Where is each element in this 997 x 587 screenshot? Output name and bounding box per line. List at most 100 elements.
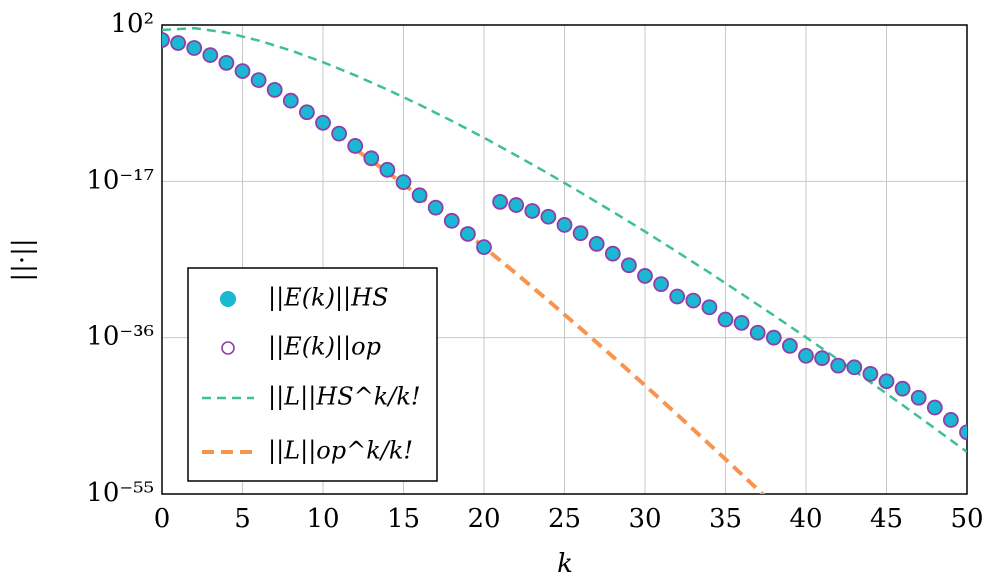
data-point	[218, 54, 235, 71]
data-point	[830, 357, 847, 374]
data-point	[412, 188, 427, 203]
data-point	[734, 315, 749, 330]
data-point	[316, 115, 330, 130]
data-point	[251, 73, 266, 88]
legend-label: ||E(k)||HS	[268, 284, 389, 313]
data-point	[187, 41, 202, 56]
data-point	[348, 138, 363, 153]
data-point	[701, 299, 718, 316]
data-point	[477, 240, 491, 255]
series-line	[162, 26, 967, 453]
data-point	[588, 235, 605, 252]
data-point	[492, 193, 509, 210]
data-point	[863, 366, 878, 381]
data-point	[685, 292, 702, 309]
data-point	[364, 151, 379, 166]
data-point	[266, 81, 283, 98]
data-point	[282, 92, 299, 109]
data-point	[202, 47, 219, 63]
x-axis-label: k	[557, 549, 573, 579]
data-point	[250, 72, 267, 89]
data-point	[347, 138, 364, 154]
data-point	[332, 126, 347, 141]
data-point	[508, 197, 525, 213]
data-point	[831, 358, 846, 373]
data-point	[203, 48, 218, 63]
data-point	[686, 293, 701, 308]
x-tick-label: 30	[628, 504, 661, 534]
data-point	[750, 325, 765, 340]
data-point	[411, 187, 428, 204]
data-point	[171, 35, 186, 50]
data-point	[235, 64, 250, 79]
data-point	[799, 348, 813, 363]
data-point	[782, 337, 798, 354]
data-point	[509, 198, 524, 213]
data-point	[926, 399, 943, 416]
data-point	[493, 194, 508, 209]
data-point	[573, 226, 588, 241]
data-point	[878, 373, 895, 390]
data-point	[379, 161, 396, 178]
data-point	[862, 365, 879, 382]
data-point	[363, 150, 380, 167]
data-point	[654, 277, 669, 292]
data-point	[910, 389, 927, 406]
data-point	[283, 93, 298, 108]
data-point	[605, 246, 620, 261]
x-tick-label: 50	[950, 504, 983, 534]
data-point	[814, 350, 830, 367]
data-point	[621, 258, 636, 273]
data-point	[669, 288, 686, 305]
data-point	[718, 312, 733, 327]
x-tick-label: 25	[548, 504, 581, 534]
data-point	[638, 268, 652, 283]
data-point	[331, 125, 348, 142]
data-point	[299, 105, 314, 120]
data-point	[765, 329, 782, 346]
y-tick-label: 10⁻¹⁷	[86, 165, 154, 195]
y-tick-label: 10²	[110, 9, 154, 39]
legend-marker	[220, 291, 236, 307]
data-point	[782, 338, 797, 353]
data-point	[943, 412, 959, 428]
data-point	[476, 239, 492, 256]
x-tick-label: 45	[870, 504, 903, 534]
data-point	[428, 200, 443, 215]
x-tick-label: 10	[306, 504, 339, 534]
data-point	[524, 203, 541, 219]
legend-marker	[221, 341, 235, 355]
data-point	[733, 314, 750, 331]
data-point	[443, 212, 460, 229]
data-point	[604, 245, 621, 262]
data-point	[186, 40, 203, 56]
data-point	[234, 63, 251, 79]
x-tick-label: 15	[387, 504, 420, 534]
data-point	[702, 300, 717, 315]
data-point	[846, 359, 863, 376]
data-point	[267, 82, 282, 97]
data-point	[298, 104, 315, 121]
data-point	[766, 330, 781, 345]
data-point	[380, 162, 395, 177]
data-point	[589, 236, 604, 251]
x-tick-label: 0	[154, 504, 171, 534]
data-point	[219, 55, 234, 70]
plot-frame	[161, 24, 968, 495]
data-point	[460, 226, 475, 241]
data-point	[798, 347, 814, 364]
plot-area	[162, 26, 967, 494]
y-tick-label: 10⁻⁵⁵	[86, 478, 154, 508]
data-point	[572, 225, 589, 242]
data-point	[621, 257, 637, 274]
data-point	[815, 351, 830, 366]
data-point	[943, 412, 958, 427]
data-point	[557, 217, 572, 232]
data-point	[670, 289, 685, 304]
data-point	[717, 311, 734, 328]
data-point	[395, 174, 412, 191]
x-tick-label: 5	[234, 504, 251, 534]
data-point	[556, 217, 573, 233]
data-point	[396, 175, 411, 190]
